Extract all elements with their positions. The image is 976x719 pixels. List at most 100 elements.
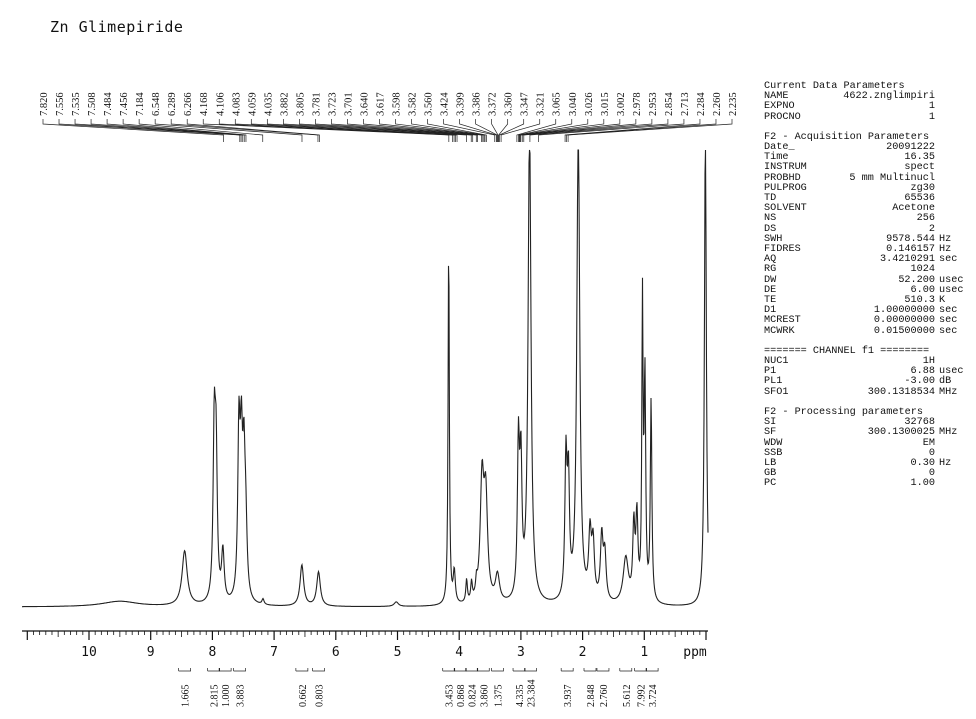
- param-unit: [935, 102, 939, 112]
- integral-bracket: [312, 668, 325, 672]
- param-key: PC: [764, 478, 777, 490]
- parameter-panel: Current Data Parameters NAME 4622.znglimp…: [764, 81, 976, 500]
- peak-label: 3.723: [327, 92, 338, 116]
- param-key: Date_: [764, 142, 795, 154]
- integral-bracket: [596, 668, 610, 672]
- peak-connector: [521, 119, 637, 142]
- integral-value: 5.612: [622, 685, 633, 708]
- param-unit: [935, 184, 939, 194]
- integral-value: 1.665: [181, 685, 192, 708]
- x-tick-label: 10: [81, 645, 97, 660]
- peak-label: 3.424: [440, 92, 451, 116]
- peak-connector: [459, 119, 497, 142]
- peak-connector: [74, 119, 242, 142]
- param-key: SSB: [764, 447, 783, 459]
- param-key: DW: [764, 274, 777, 286]
- param-row: TD 65536: [764, 193, 976, 205]
- param-value: 65536: [904, 193, 935, 205]
- param-key: INSTRUM: [764, 162, 807, 174]
- param-value: 0.30: [910, 457, 935, 469]
- param-value: 300.1318534: [867, 386, 935, 398]
- param-row: SOLVENT Acetone: [764, 204, 976, 214]
- peak-connector: [538, 119, 685, 142]
- param-value: 52.200: [898, 274, 935, 286]
- processing-params-heading: F2 - Processing parameters: [764, 406, 923, 418]
- peak-label: 3.805: [295, 92, 306, 116]
- integral-value: 23.384: [527, 680, 538, 708]
- param-key: TE: [764, 295, 777, 307]
- param-value: spect: [904, 162, 935, 174]
- param-unit: [935, 153, 939, 163]
- param-row: PROCNO 1: [764, 111, 976, 123]
- integral-value: 0.868: [456, 685, 467, 708]
- peak-connector: [266, 119, 458, 142]
- acquisition-params-section: F2 - Acquisition Parameters Date_ 2009122…: [764, 132, 976, 337]
- peak-label: 3.002: [616, 92, 627, 116]
- current-params-section: Current Data Parameters NAME 4622.znglimp…: [764, 81, 976, 123]
- peak-label: 4.035: [263, 92, 274, 116]
- integral-value: 0.662: [298, 685, 309, 708]
- param-row: Date_ 20091222: [764, 142, 976, 154]
- peak-connector: [516, 119, 557, 142]
- integral-value: 3.453: [445, 685, 456, 708]
- integral-value: 3.724: [648, 685, 659, 708]
- peak-label: 3.598: [392, 92, 403, 116]
- param-row: SF 300.1300025 MHz: [764, 428, 976, 438]
- chart-title: Zn Glimepiride: [50, 18, 184, 36]
- peak-connector: [499, 119, 525, 142]
- param-value: 5 mm Multinucl: [849, 172, 935, 184]
- param-row: MCREST 0.00000000 sec: [764, 316, 976, 326]
- peak-connector: [523, 119, 653, 142]
- peak-label: 3.882: [279, 92, 290, 116]
- param-unit: sec: [939, 305, 958, 317]
- param-key: PROCNO: [764, 111, 801, 123]
- peak-label: 3.372: [488, 92, 499, 116]
- param-value: 510.3: [904, 295, 935, 307]
- param-row: TE 510.3 K: [764, 295, 976, 307]
- param-row: GB 0: [764, 468, 976, 480]
- peak-connector: [379, 119, 484, 142]
- param-unit: sec: [939, 325, 958, 337]
- param-key: AQ: [764, 254, 777, 266]
- peak-label: 2.713: [680, 92, 691, 116]
- peak-connector: [566, 119, 717, 142]
- param-row: P1 6.88 usec: [764, 367, 976, 377]
- peak-label: 3.040: [568, 92, 579, 116]
- param-value: 3.4210291: [879, 254, 935, 266]
- peak-connector: [520, 119, 621, 142]
- channel-params-heading: ======= CHANNEL f1 ========: [764, 345, 930, 357]
- peak-connector: [498, 119, 509, 142]
- param-value: 0: [928, 468, 935, 480]
- param-row: DW 52.200 usec: [764, 274, 976, 286]
- peak-connector: [90, 119, 244, 142]
- param-value: 0.01500000: [873, 325, 935, 337]
- peak-connector: [529, 119, 669, 142]
- param-key: PULPROG: [764, 182, 807, 194]
- param-value: 16.35: [904, 152, 935, 164]
- param-value: 1024: [910, 264, 935, 276]
- x-tick-label: 4: [455, 645, 463, 660]
- peak-label: 3.026: [584, 92, 595, 116]
- peak-connector: [138, 119, 264, 142]
- param-key: SOLVENT: [764, 203, 807, 215]
- peak-connector: [282, 119, 467, 142]
- param-unit: MHz: [939, 386, 958, 398]
- param-row: EXPNO 1: [764, 102, 976, 112]
- peak-label: 3.015: [600, 92, 611, 116]
- integral-value: 4.335: [515, 685, 526, 708]
- integral-bracket: [560, 668, 574, 672]
- peak-label: 3.399: [456, 92, 467, 116]
- param-row: SSB 0: [764, 447, 976, 459]
- param-value: 9578.544: [886, 233, 935, 245]
- param-row: WDW EM: [764, 438, 976, 449]
- peak-label: 4.106: [215, 92, 226, 116]
- peak-connector: [395, 119, 485, 142]
- param-unit: [935, 174, 939, 184]
- param-value: 0: [928, 447, 935, 459]
- param-row: LB 0.30 Hz: [764, 457, 976, 469]
- peak-connector: [315, 119, 474, 142]
- param-key: SWH: [764, 233, 783, 245]
- param-value: 0.00000000: [873, 315, 935, 327]
- peak-label: 3.065: [552, 92, 563, 116]
- peak-connector: [491, 119, 499, 142]
